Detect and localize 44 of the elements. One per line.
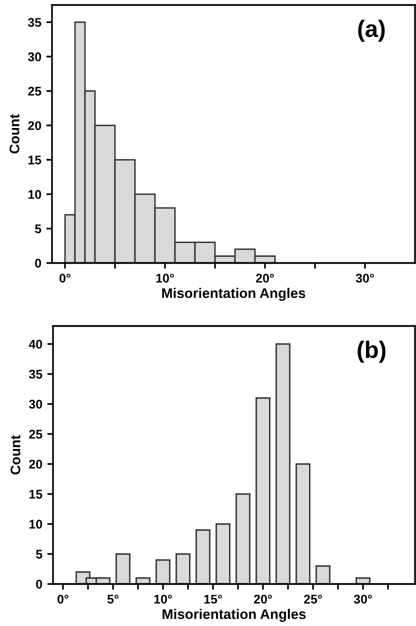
y-tick-label: 25	[28, 86, 42, 96]
y-tick-label: 10	[29, 520, 42, 529]
bar	[156, 559, 170, 584]
bar	[316, 565, 330, 584]
bar	[256, 397, 270, 584]
y-tick-label: 30	[28, 52, 42, 62]
y-tick-label: 0	[35, 258, 42, 268]
x-tick-label: 30°	[354, 594, 372, 604]
bar	[236, 493, 250, 584]
y-tick-label: 25	[29, 430, 42, 439]
x-tick-label: 0°	[60, 274, 70, 283]
bar	[176, 553, 190, 584]
bar	[196, 529, 210, 584]
y-axis-title: Count	[10, 114, 20, 154]
bar	[296, 463, 310, 584]
x-tick-label: 10°	[154, 594, 172, 604]
x-tick-label: 30°	[356, 274, 374, 283]
y-tick-label: 0	[36, 580, 42, 589]
y-tick-label: 5	[36, 550, 42, 559]
x-tick-label: 15°	[204, 594, 222, 604]
x-tick-label: 5°	[107, 594, 118, 604]
y-tick-label: 20	[29, 460, 42, 469]
x-tick-label: 10°	[156, 274, 174, 283]
x-tick-label: 20°	[254, 594, 272, 604]
y-tick-label: 15	[28, 156, 42, 164]
y-tick-label: 15	[29, 490, 42, 499]
y-tick-label: 10	[28, 190, 42, 199]
bar	[116, 553, 130, 584]
x-axis-title: Misorientation Angles	[162, 288, 306, 301]
bar	[216, 523, 230, 584]
annotation: (b)	[358, 340, 386, 363]
x-axis-title: Misorientation Angles	[162, 608, 306, 622]
y-tick-label: 40	[28, 340, 42, 349]
x-tick-label: 20°	[256, 274, 274, 283]
y-tick-label: 20	[28, 121, 42, 130]
x-tick-label: 25°	[304, 594, 322, 604]
y-tick-label: 35	[28, 18, 42, 27]
y-tick-label: 5	[35, 224, 42, 234]
y-tick-label: 30	[28, 400, 42, 409]
annotation: (a)	[358, 20, 385, 42]
bar	[276, 343, 290, 584]
x-tick-label: 0°	[58, 594, 68, 604]
y-tick-label: 35	[28, 370, 42, 379]
y-axis-title: Count	[10, 435, 20, 474]
